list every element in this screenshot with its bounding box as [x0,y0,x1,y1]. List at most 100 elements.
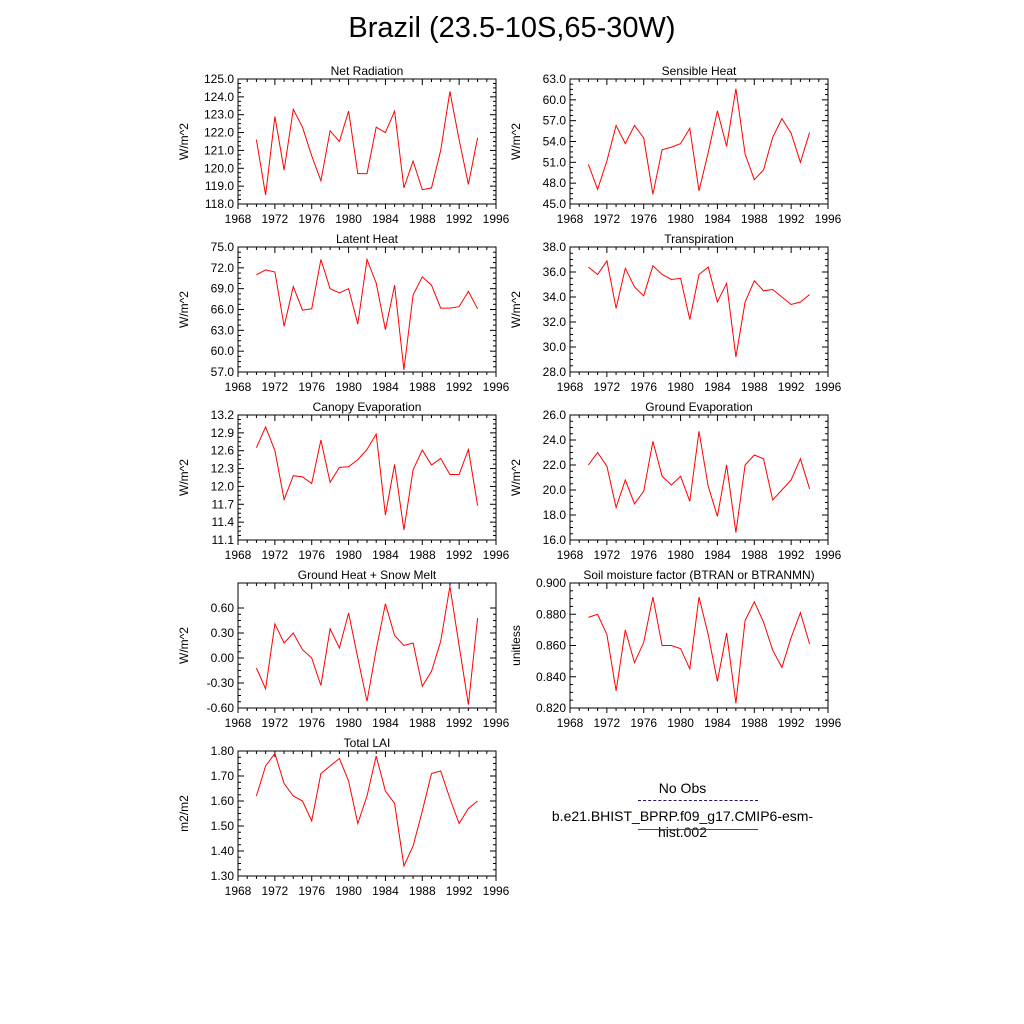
legend-model-label: b.e21.BHIST_BPRP.f09_g17.CMIP6-esm-hist.… [551,808,814,840]
plot-frame [569,78,829,205]
y-tick-label: 24.0 [543,433,567,447]
x-tick-label: 1976 [630,716,657,730]
y-tick-label: 0.900 [536,576,566,590]
panel-1: Net Radiation W/m^2 118.0 119.0 120.0 121.0 12… [177,64,510,226]
y-tick-label: 0.820 [536,701,566,715]
x-tick-label: 1980 [335,212,362,226]
panel-4: Transpiration W/m^2 28.0 30.0 32.0 34.0 36.0 38… [509,232,842,394]
legend: No Obs b.e21.BHIST_BPRP.f09_g17.CMIP6-es… [530,778,835,848]
panel-6: Ground Evaporation W/m^2 16.0 18.0 20.0 22.0 2… [509,400,842,562]
y-tick-label: 123.0 [204,108,234,122]
x-tick-label: 1980 [667,716,694,730]
x-tick-label: 1976 [298,380,325,394]
y-axis-label: W/m^2 [509,123,523,160]
y-tick-label: 12.3 [211,462,235,476]
y-tick-label: 11.4 [212,515,235,529]
series-line [255,425,479,530]
x-tick-label: 1980 [335,884,362,898]
y-axis-label: W/m^2 [177,627,191,664]
y-tick-label: 0.60 [211,601,235,615]
x-tick-label: 1980 [335,548,362,562]
x-tick-label: 1972 [594,212,621,226]
y-tick-label: 22.0 [543,458,567,472]
x-tick-label: 1996 [815,212,842,226]
y-tick-label: 1.30 [211,869,235,883]
panel-7: Ground Heat + Snow Melt W/m^2 -0.60 -0.30 0.… [177,568,510,730]
plot-frame [237,78,497,205]
plot-frame [237,750,497,877]
x-tick-label: 1976 [630,548,657,562]
panel-2: Sensible Heat W/m^2 45.0 48.0 51.0 54.0 57.0 60… [509,64,842,226]
y-tick-label: 0.00 [211,651,235,665]
x-tick-label: 1976 [630,212,657,226]
plot-frame [237,582,497,709]
legend-model-line [638,829,758,830]
y-tick-label: 45.0 [543,197,567,211]
y-tick-label: 122.0 [204,126,234,140]
figure-title: Brazil (23.5-10S,65-30W) [348,12,676,44]
y-tick-label: 57.0 [211,365,235,379]
x-tick-label: 1972 [262,380,289,394]
x-tick-label: 1972 [262,212,289,226]
panel-title: Ground Heat + Snow Melt [298,568,437,582]
x-tick-label: 1976 [298,716,325,730]
x-tick-label: 1984 [704,212,731,226]
y-tick-label: 119.0 [205,179,234,193]
x-tick-label: 1980 [667,548,694,562]
x-tick-label: 1996 [815,380,842,394]
x-tick-label: 1996 [483,548,510,562]
x-tick-label: 1972 [262,716,289,730]
x-tick-label: 1968 [225,716,252,730]
y-tick-label: 0.880 [536,607,566,621]
x-tick-label: 1972 [262,884,289,898]
panel-title: Sensible Heat [662,64,737,78]
x-tick-label: 1988 [409,884,436,898]
y-tick-label: 12.9 [211,426,235,440]
y-tick-label: 1.80 [211,744,235,758]
series-line [587,431,811,533]
y-tick-label: 11.7 [212,497,235,511]
y-tick-label: 0.860 [536,639,566,653]
x-tick-label: 1988 [409,380,436,394]
panel-title: Latent Heat [336,232,399,246]
y-tick-label: 54.0 [543,135,567,149]
y-tick-label: 18.0 [543,508,567,522]
plot-frame [237,246,497,373]
x-tick-label: 1980 [667,380,694,394]
y-tick-label: 12.0 [211,479,235,493]
y-tick-label: 16.0 [543,533,567,547]
y-tick-label: 30.0 [543,340,567,354]
x-tick-label: 1984 [372,716,399,730]
y-tick-label: 51.0 [543,155,567,169]
y-tick-label: 0.840 [536,670,566,684]
x-tick-label: 1980 [667,212,694,226]
x-tick-label: 1968 [557,380,584,394]
y-tick-label: 124.0 [204,90,234,104]
y-tick-label: 1.60 [211,794,235,808]
y-tick-label: 63.0 [543,72,567,86]
y-tick-label: 125.0 [204,72,234,86]
y-tick-label: 28.0 [543,365,567,379]
x-tick-label: 1972 [594,380,621,394]
x-tick-label: 1992 [446,380,473,394]
y-tick-label: 60.0 [543,93,567,107]
y-axis-label: W/m^2 [509,291,523,328]
series-line [588,596,811,704]
x-tick-label: 1992 [778,212,805,226]
x-tick-label: 1992 [446,884,473,898]
x-tick-label: 1996 [815,548,842,562]
plot-frame [237,414,497,541]
x-tick-label: 1976 [298,548,325,562]
y-tick-label: 32.0 [543,315,567,329]
x-tick-label: 1972 [594,716,621,730]
x-tick-label: 1988 [741,212,768,226]
x-tick-label: 1972 [594,548,621,562]
x-tick-label: 1988 [741,716,768,730]
x-tick-label: 1996 [483,884,510,898]
series-line [587,88,811,195]
y-tick-label: 60.0 [211,344,235,358]
x-tick-label: 1996 [815,716,842,730]
y-tick-label: 72.0 [211,261,235,275]
